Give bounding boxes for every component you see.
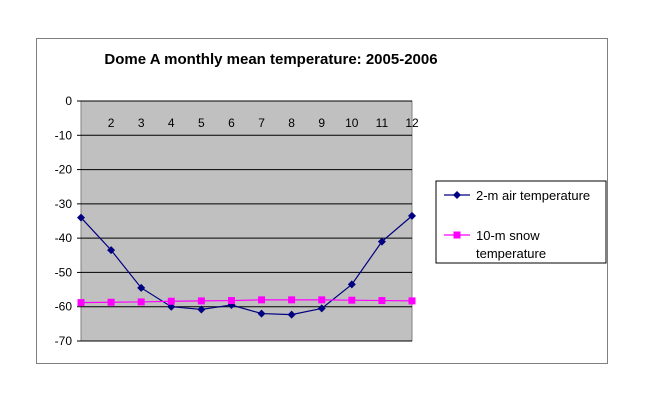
data-point <box>197 297 205 305</box>
x-tick-label: 3 <box>138 116 145 130</box>
y-tick-label: -30 <box>55 197 73 211</box>
y-tick-label: 0 <box>65 94 72 108</box>
data-point <box>107 298 115 306</box>
data-point <box>257 309 266 318</box>
data-point <box>408 211 416 220</box>
data-point <box>378 297 386 305</box>
series-line <box>80 215 413 316</box>
chart-area: Dome A monthly mean temperature: 2005-20… <box>36 38 608 364</box>
chart-title: Dome A monthly mean temperature: 2005-20… <box>104 51 437 68</box>
x-tick-label: 4 <box>168 116 175 130</box>
data-point <box>347 280 356 289</box>
x-tick-label: 11 <box>376 116 389 130</box>
data-point <box>137 298 145 306</box>
plot-background <box>80 100 413 342</box>
y-tick-label: -20 <box>55 163 73 177</box>
series-line <box>80 299 413 304</box>
data-point <box>377 237 386 246</box>
data-point <box>317 304 326 313</box>
data-point <box>288 296 296 304</box>
y-tick-label: -10 <box>55 128 73 142</box>
x-tick-label: 9 <box>318 116 325 130</box>
data-point <box>167 297 175 305</box>
x-tick-label: 12 <box>405 116 419 130</box>
data-point <box>77 213 85 222</box>
data-point <box>227 297 235 305</box>
data-point <box>137 283 146 292</box>
legend-marker <box>453 231 461 239</box>
y-tick-label: -50 <box>55 265 73 279</box>
data-point <box>77 299 85 307</box>
y-tick-label: -40 <box>55 231 73 245</box>
legend-marker <box>453 191 461 199</box>
legend: 2-m air temperature 10-m snow temperature <box>435 180 607 264</box>
data-point <box>258 296 266 304</box>
x-tick-label: 8 <box>288 116 295 130</box>
data-point <box>408 297 416 305</box>
y-tick-label: -60 <box>55 300 73 314</box>
legend-label: 2-m air temperature <box>476 188 590 203</box>
data-point <box>287 310 296 319</box>
x-tick-label: 2 <box>108 116 115 130</box>
data-point <box>197 305 206 314</box>
x-tick-label: 7 <box>258 116 265 130</box>
chart-svg: Dome A monthly mean temperature: 2005-20… <box>55 51 607 348</box>
legend-label: temperature <box>476 246 546 261</box>
data-point <box>318 296 326 304</box>
y-tick-label: -70 <box>55 334 73 348</box>
x-tick-label: 5 <box>198 116 205 130</box>
legend-label: 10-m snow <box>476 228 540 243</box>
data-point <box>107 246 116 255</box>
x-tick-label: 6 <box>228 116 235 130</box>
data-point <box>348 296 356 304</box>
plot-area: 0 -10 -20 -30 -40 -50 -60 -70 2 3 4 5 6 7 8 9 10 11 12 <box>55 94 419 348</box>
x-tick-label: 10 <box>345 116 359 130</box>
